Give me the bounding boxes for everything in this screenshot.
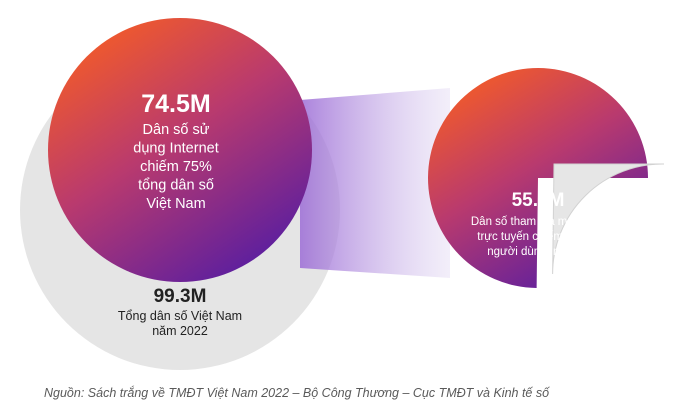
pie-slice-remainder (552, 163, 665, 274)
online_shoppers-caption-line-3: người dùng Internet (487, 246, 589, 258)
connector-funnel (300, 88, 450, 278)
internet-users-caption: Dân số sử dụng Internet chiếm 75% tổng dân … (133, 122, 218, 212)
internet-users-circle (48, 18, 312, 282)
population-caption-line-1: Tổng dân số Việt Nam (118, 309, 242, 323)
internet-users-value: 74.5M (141, 90, 210, 118)
internet_users-caption-line-2: dụng Internet (133, 141, 218, 157)
internet_users-caption-line-3: chiếm 75% (140, 159, 212, 175)
online_shoppers-caption-line-2: trực tuyến chiếm 74.8% (477, 231, 598, 243)
population-value: 99.3M (154, 286, 207, 307)
internet_users-caption-line-1: Dân số sử (143, 122, 210, 138)
internet_users-caption-line-4: tổng dân số (138, 178, 214, 194)
online-shoppers-caption: Dân số tham gia mua sắm trực tuyến chiếm … (471, 215, 605, 258)
population-caption-line-2: năm 2022 (152, 324, 208, 338)
pie-slice-online-shoppers (427, 67, 648, 288)
internet_users-caption-line-5: Việt Nam (146, 196, 205, 212)
online-shoppers-value: 55.7M (512, 190, 565, 211)
source-note: Nguồn: Sách trắng về TMĐT Việt Nam 2022 … (44, 386, 550, 400)
online_shoppers-caption-line-1: Dân số tham gia mua sắm (471, 215, 605, 228)
